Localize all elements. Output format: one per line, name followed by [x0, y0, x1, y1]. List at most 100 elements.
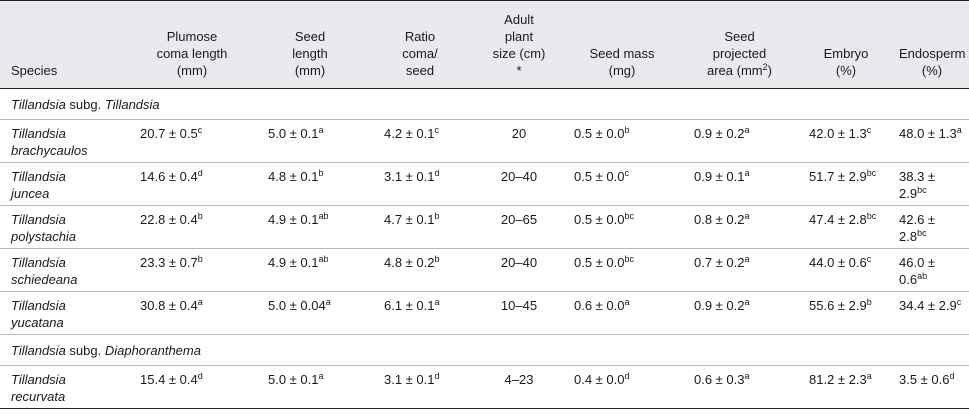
- endosperm-value: 48.0 ± 1.3a: [895, 119, 969, 163]
- significance-letter: c: [197, 125, 203, 135]
- significance-letter: c: [624, 168, 630, 178]
- embryo-value: 44.0 ± 0.6c: [797, 248, 895, 292]
- table-row: Tillandsia schiedeana 23.3 ± 0.7b 4.9 ± 0.1…: [0, 248, 969, 292]
- endosperm-value: 34.4 ± 2.9c: [895, 291, 969, 335]
- plumose-value: 23.3 ± 0.7b: [128, 248, 256, 292]
- subgenus-label: Tillandsia subg. Tillandsia: [0, 88, 969, 120]
- ratio-value: 3.1 ± 0.1d: [364, 365, 476, 409]
- significance-letter: c: [866, 125, 872, 135]
- plumose-value: 15.4 ± 0.4d: [128, 365, 256, 409]
- significance-letter: a: [866, 371, 872, 381]
- significance-letter: bc: [866, 168, 877, 178]
- projected-area-value: 0.9 ± 0.1a: [682, 162, 797, 206]
- significance-letter: a: [624, 297, 630, 307]
- significance-letter: a: [744, 371, 750, 381]
- table-row: Tillandsia recurvata 15.4 ± 0.4d 5.0 ± 0.1a…: [0, 365, 969, 409]
- significance-letter: c: [434, 125, 440, 135]
- endosperm-value: 46.0 ± 0.6ab: [895, 248, 969, 292]
- ratio-value: 3.1 ± 0.1d: [364, 162, 476, 206]
- embryo-value: 55.6 ± 2.9b: [797, 291, 895, 335]
- significance-letter: a: [744, 211, 750, 221]
- significance-letter: bc: [866, 211, 877, 221]
- header-seed-mass: Seed mass (mg): [589, 46, 655, 78]
- seed-mass-value: 0.5 ± 0.0b: [562, 119, 682, 163]
- plumose-value: 14.6 ± 0.4d: [128, 162, 256, 206]
- species-name: Tillandsia schiedeana: [0, 248, 128, 292]
- adult-size-value: 20–65: [476, 205, 562, 249]
- significance-letter: a: [744, 168, 750, 178]
- projected-area-value: 0.6 ± 0.3a: [682, 365, 797, 409]
- plumose-value: 22.8 ± 0.4b: [128, 205, 256, 249]
- embryo-value: 51.7 ± 2.9bc: [797, 162, 895, 206]
- significance-letter: d: [197, 168, 203, 178]
- seed-mass-value: 0.6 ± 0.0a: [562, 291, 682, 335]
- significance-letter: a: [197, 297, 203, 307]
- adult-size-value: 10–45: [476, 291, 562, 335]
- significance-letter: c: [866, 254, 872, 264]
- plumose-value: 30.8 ± 0.4a: [128, 291, 256, 335]
- adult-size-value: 20–40: [476, 248, 562, 292]
- significance-letter: a: [744, 297, 750, 307]
- header-embryo: Embryo (%): [823, 46, 869, 78]
- significance-letter: d: [624, 371, 630, 381]
- header-endosperm: Endosperm (%): [899, 46, 966, 78]
- significance-letter: bc: [624, 254, 635, 264]
- significance-letter: bc: [917, 228, 927, 238]
- significance-letter: b: [197, 254, 203, 264]
- species-name: Tillandsia polystachia: [0, 205, 128, 249]
- header-adult-plant-size: Adult plant size (cm) *: [492, 12, 546, 78]
- subgenus-group-row: Tillandsia subg. Diaphoranthema: [0, 334, 969, 366]
- adult-size-value: 20–40: [476, 162, 562, 206]
- header-species: Species: [11, 63, 58, 78]
- ratio-value: 6.1 ± 0.1a: [364, 291, 476, 335]
- ratio-value: 4.7 ± 0.1b: [364, 205, 476, 249]
- ratio-value: 4.8 ± 0.2b: [364, 248, 476, 292]
- plumose-value: 20.7 ± 0.5c: [128, 119, 256, 163]
- adult-size-value: 20: [476, 119, 562, 163]
- species-name: Tillandsia brachycaulos: [0, 119, 128, 163]
- table-header-row: Species Plumose coma length (mm) Seed lengt…: [0, 0, 969, 89]
- seed-length-value: 5.0 ± 0.1a: [256, 119, 364, 163]
- adult-size-value: 4–23: [476, 365, 562, 409]
- header-ratio-coma-seed: Ratio coma/seed: [402, 29, 438, 78]
- seed-length-value: 4.9 ± 0.1ab: [256, 248, 364, 292]
- significance-letter: bc: [917, 185, 927, 195]
- significance-letter: a: [434, 297, 440, 307]
- significance-letter: bc: [624, 211, 635, 221]
- table-row: Tillandsia polystachia 22.8 ± 0.4b 4.9 ± 0.…: [0, 205, 969, 249]
- seed-length-value: 5.0 ± 0.1a: [256, 365, 364, 409]
- seed-mass-value: 0.5 ± 0.0bc: [562, 248, 682, 292]
- table-row: Tillandsia brachycaulos 20.7 ± 0.5c 5.0 ± 0…: [0, 119, 969, 163]
- seed-mass-value: 0.5 ± 0.0bc: [562, 205, 682, 249]
- projected-area-value: 0.9 ± 0.2a: [682, 119, 797, 163]
- significance-letter: b: [434, 211, 440, 221]
- significance-letter: a: [318, 371, 324, 381]
- endosperm-value: 3.5 ± 0.6d: [895, 365, 969, 409]
- species-name: Tillandsia juncea: [0, 162, 128, 206]
- embryo-value: 42.0 ± 1.3c: [797, 119, 895, 163]
- subgenus-group-row: Tillandsia subg. Tillandsia: [0, 88, 969, 120]
- significance-letter: ab: [318, 211, 329, 221]
- significance-letter: d: [434, 168, 440, 178]
- significance-letter: b: [624, 125, 630, 135]
- seed-length-value: 4.8 ± 0.1b: [256, 162, 364, 206]
- significance-letter: a: [956, 125, 962, 135]
- significance-letter: b: [866, 297, 872, 307]
- ratio-value: 4.2 ± 0.1c: [364, 119, 476, 163]
- header-seed-projected-area: Seed projected area (mm2): [707, 29, 772, 78]
- seed-length-value: 5.0 ± 0.04a: [256, 291, 364, 335]
- table-row: Tillandsia yucatana 30.8 ± 0.4a 5.0 ± 0.04a…: [0, 291, 969, 335]
- species-name: Tillandsia yucatana: [0, 291, 128, 335]
- projected-area-value: 0.9 ± 0.2a: [682, 291, 797, 335]
- header-plumose-coma-length: Plumose coma length (mm): [156, 29, 228, 78]
- significance-letter: b: [318, 168, 324, 178]
- significance-letter: b: [434, 254, 440, 264]
- endosperm-value: 42.6 ± 2.8bc: [895, 205, 969, 249]
- significance-letter: c: [956, 297, 962, 307]
- embryo-value: 47.4 ± 2.8bc: [797, 205, 895, 249]
- projected-area-value: 0.7 ± 0.2a: [682, 248, 797, 292]
- table-row: Tillandsia juncea 14.6 ± 0.4d 4.8 ± 0.1b 3.1…: [0, 162, 969, 206]
- seed-mass-value: 0.4 ± 0.0d: [562, 365, 682, 409]
- significance-letter: d: [949, 371, 955, 381]
